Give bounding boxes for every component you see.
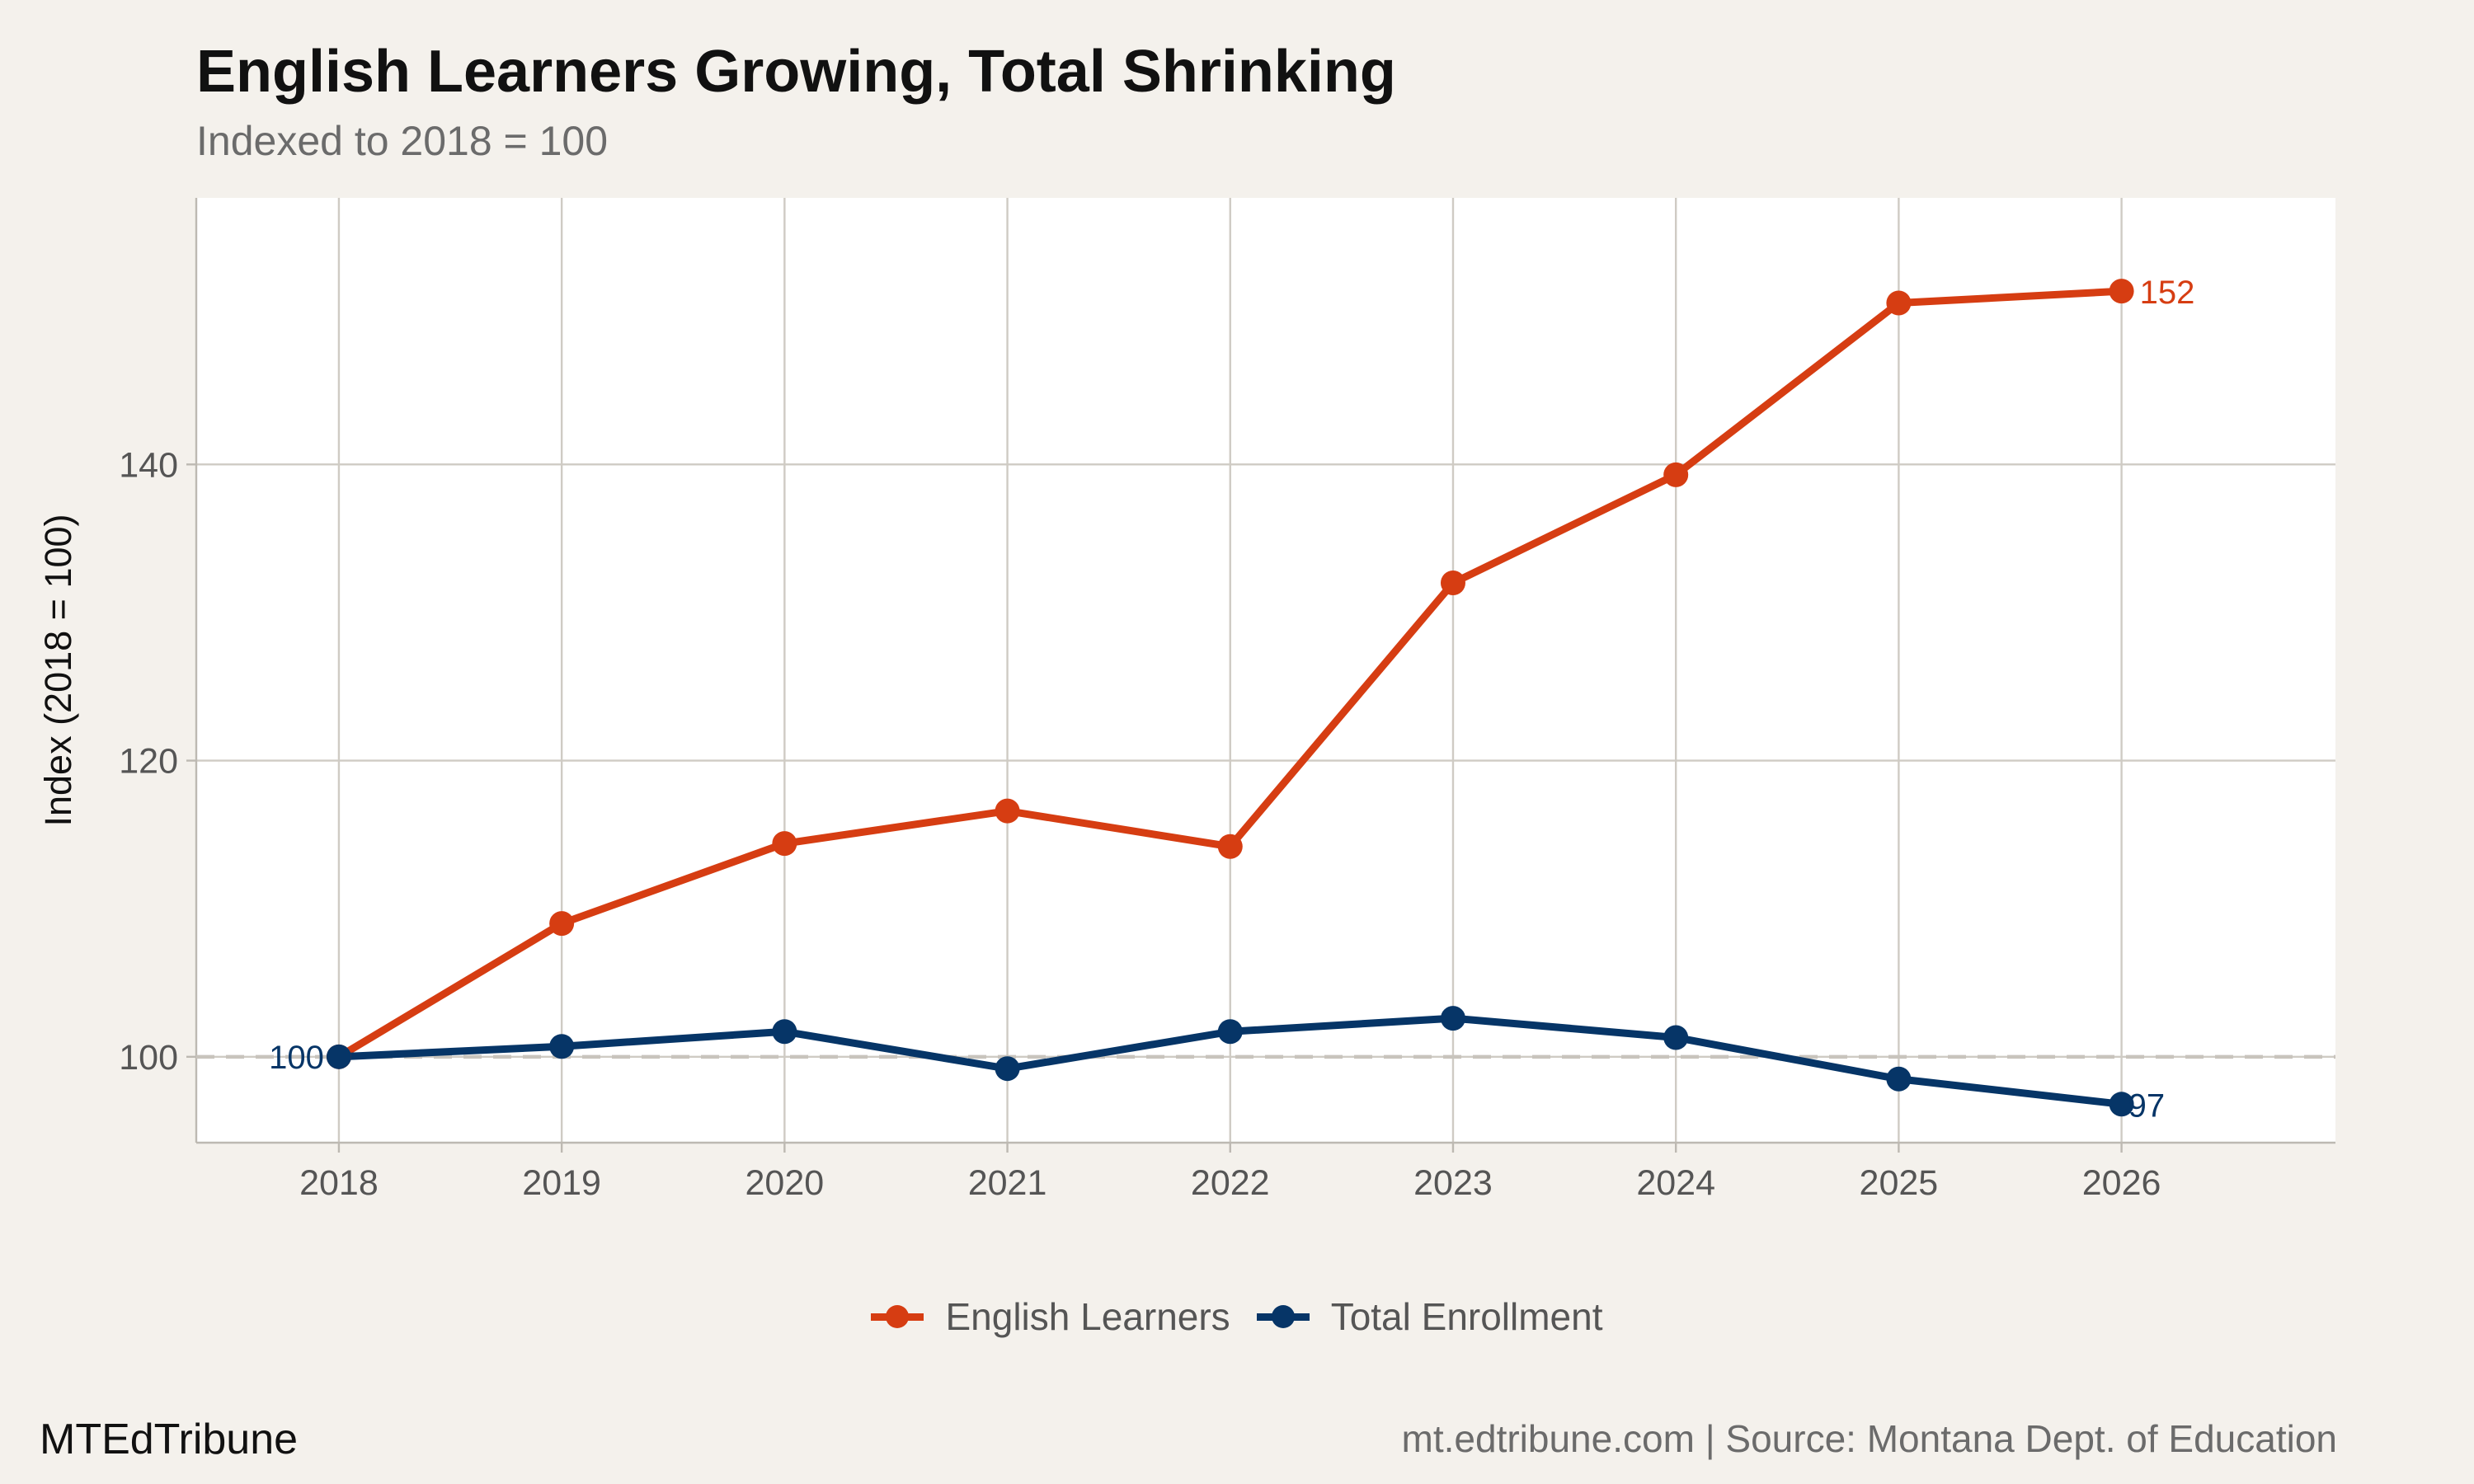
- english-learners-point: [1440, 571, 1465, 596]
- x-tick-label: 2021: [968, 1163, 1047, 1203]
- legend-key-total-enrollment: [1256, 1297, 1310, 1336]
- y-tick-label: 100: [119, 1038, 178, 1078]
- english-learners-point: [1663, 462, 1689, 487]
- x-tick-label: 2026: [2082, 1163, 2161, 1203]
- x-tick-label: 2024: [1636, 1163, 1715, 1203]
- y-tick-label: 140: [119, 445, 178, 485]
- total-enrollment-point: [1886, 1066, 1912, 1092]
- y-axis-title: Index (2018 = 100): [37, 514, 79, 826]
- total-enrollment-point: [549, 1034, 575, 1059]
- x-tick-label: 2022: [1191, 1163, 1270, 1203]
- legend-label-english-learners: English Learners: [945, 1295, 1230, 1338]
- x-tick-label: 2018: [299, 1163, 379, 1203]
- legend-dot: [886, 1305, 910, 1328]
- x-tick-label: 2020: [745, 1163, 825, 1203]
- total-enrollment-point: [772, 1019, 797, 1045]
- english-learners-point: [772, 831, 797, 857]
- legend-label-total-enrollment: Total Enrollment: [1330, 1295, 1603, 1338]
- english-learners-point: [995, 798, 1020, 824]
- total-enrollment-point: [995, 1056, 1020, 1082]
- footer-brand: MTEdTribune: [40, 1416, 299, 1463]
- legend-key-english-learners: [871, 1297, 924, 1336]
- english-learners-point: [1886, 290, 1912, 316]
- legend-item-english-learners: English Learners: [871, 1294, 1230, 1339]
- plot-panel: [196, 198, 2335, 1143]
- y-tick-label: 120: [119, 742, 178, 782]
- data-label-total-enrollment-start: 100: [269, 1040, 324, 1076]
- data-label-total-enrollment-end: 97: [2128, 1087, 2166, 1124]
- english-learners-point: [1217, 834, 1243, 859]
- x-tick-label: 2019: [522, 1163, 601, 1203]
- legend-item-total-enrollment: Total Enrollment: [1256, 1294, 1603, 1339]
- data-label-english-learners-end: 152: [2140, 275, 2195, 311]
- legend-dot: [1271, 1305, 1295, 1328]
- x-tick-label: 2023: [1413, 1163, 1493, 1203]
- chart-subtitle: Indexed to 2018 = 100: [196, 118, 609, 164]
- footer-source: mt.edtribune.com | Source: Montana Dept.…: [1401, 1417, 2337, 1460]
- chart-title: English Learners Growing, Total Shrinkin…: [196, 39, 1396, 105]
- total-enrollment-point: [1217, 1019, 1243, 1045]
- total-enrollment-point: [2109, 1092, 2134, 1117]
- total-enrollment-point: [326, 1044, 351, 1069]
- total-enrollment-point: [1663, 1025, 1689, 1050]
- english-learners-point: [2109, 279, 2134, 304]
- chart-legend: English Learners Total Enrollment: [0, 1294, 2474, 1339]
- english-learners-point: [549, 911, 575, 937]
- total-enrollment-point: [1440, 1006, 1465, 1031]
- x-tick-label: 2025: [1860, 1163, 1939, 1203]
